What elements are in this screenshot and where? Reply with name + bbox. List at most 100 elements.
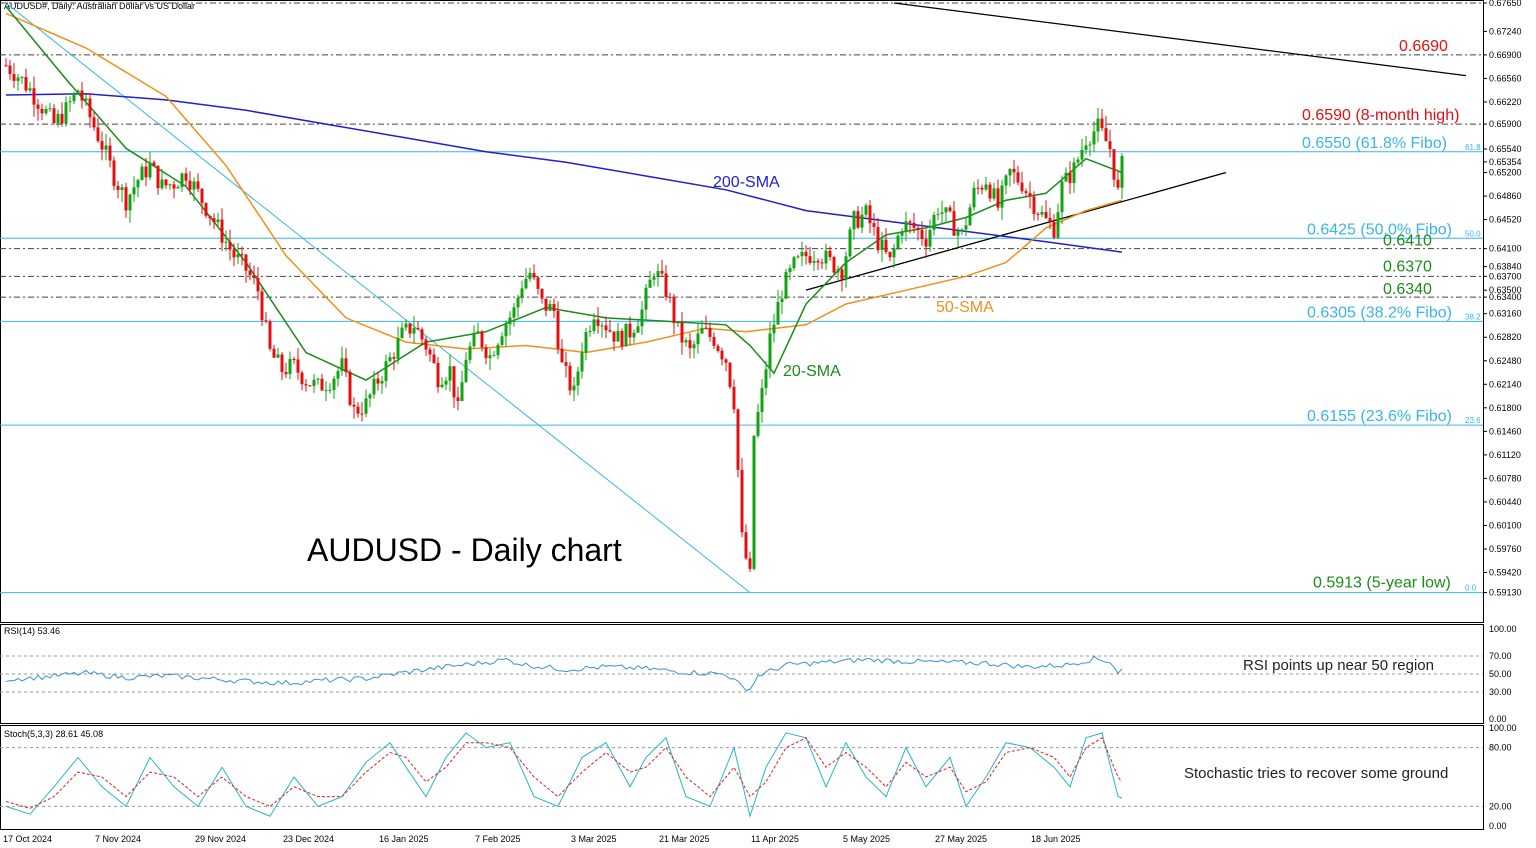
candle-body — [12, 74, 16, 81]
price-tick-label: 0.63700 — [1489, 271, 1522, 281]
annotation-l6155: 0.6155 (23.6% Fibo) — [1307, 408, 1452, 425]
candle-body — [1020, 182, 1024, 192]
candle-body — [180, 173, 184, 188]
candle-body — [752, 435, 756, 569]
candle-body — [640, 309, 644, 327]
stoch-signal-line — [5, 737, 1123, 809]
candle-body — [196, 181, 200, 189]
candle-body — [504, 324, 508, 337]
candle-body — [772, 324, 776, 334]
candle-body — [728, 362, 732, 387]
candle-body — [840, 269, 844, 280]
time-label: 18 Jun 2025 — [1031, 834, 1081, 844]
candle-body — [560, 348, 564, 363]
candle-body — [172, 184, 176, 189]
annotation-l6690: 0.6690 — [1399, 38, 1448, 55]
candle-body — [400, 327, 404, 338]
candle-body — [908, 221, 912, 223]
candle-body — [240, 254, 244, 256]
candle-body — [100, 141, 104, 150]
fibo-diagonal — [5, 2, 751, 593]
candle-body — [368, 394, 372, 399]
candle-body — [580, 352, 584, 372]
candle-body — [616, 330, 620, 342]
price-tick-label: 0.66900 — [1489, 50, 1522, 60]
candle-body — [64, 102, 68, 124]
price-tick-label: 0.65540 — [1489, 144, 1522, 154]
price-axis: 0.67650 0.67240 0.66900 0.66560 0.66220 0.659… — [1483, 0, 1522, 598]
candle-body — [396, 337, 400, 359]
candle-body — [944, 207, 948, 213]
candle-body — [824, 250, 828, 264]
candle-body — [584, 332, 588, 353]
time-label: 5 May 2025 — [843, 834, 890, 844]
candle-body — [556, 311, 560, 349]
candle-body — [16, 77, 20, 81]
candle-body — [220, 219, 224, 243]
rsi-tick-label: 70.00 — [1489, 651, 1512, 661]
candle-body — [28, 88, 32, 91]
candle-body — [964, 225, 968, 230]
candle-body — [676, 322, 680, 324]
candle-body — [236, 254, 240, 258]
sma20-line — [5, 6, 1123, 381]
candle-body — [192, 181, 196, 190]
price-tick-label: 0.62820 — [1489, 332, 1522, 342]
price-tick-label: 0.60440 — [1489, 497, 1522, 507]
candle-body — [940, 212, 944, 214]
fibo-pct-label: 0.0 — [1465, 584, 1477, 593]
candle-body — [268, 321, 272, 349]
time-label: 27 May 2025 — [935, 834, 987, 844]
candle-body — [20, 77, 24, 79]
candle-body — [420, 329, 424, 340]
candle-body — [900, 231, 904, 236]
candle-body — [784, 272, 788, 299]
candle-body — [1092, 131, 1096, 145]
candle-body — [40, 108, 44, 114]
candle-body — [796, 256, 800, 258]
annotation-l6590: 0.6590 (8-month high) — [1302, 107, 1459, 124]
candle-body — [1056, 212, 1060, 238]
candle-body — [328, 389, 332, 391]
candle-body — [264, 320, 268, 322]
candle-body — [1024, 191, 1028, 193]
candle-body — [72, 93, 76, 102]
candle-body — [880, 239, 884, 251]
candle-body — [60, 113, 64, 124]
rsi-note: RSI points up near 50 region — [1243, 657, 1434, 674]
candle-body — [816, 260, 820, 263]
candle-body — [108, 145, 112, 161]
candle-body — [1036, 213, 1040, 215]
candle-body — [736, 409, 740, 470]
price-tick-label: 0.66220 — [1489, 97, 1522, 107]
candle-body — [928, 229, 932, 247]
candle-body — [1044, 211, 1048, 219]
candle-body — [440, 384, 444, 388]
candle-body — [644, 287, 648, 310]
candle-body — [516, 297, 520, 308]
candle-body — [300, 372, 304, 385]
candle-body — [312, 379, 316, 386]
candle-body — [924, 239, 928, 247]
candle-body — [344, 358, 348, 373]
candle-body — [136, 180, 140, 188]
trendline-0 — [805, 171, 1227, 291]
fibo-pct-label: 38.2 — [1465, 312, 1481, 321]
price-tick-label: 0.59420 — [1489, 568, 1522, 578]
price-tick-label: 0.60100 — [1489, 520, 1522, 530]
rsi-indicator: 100.00 70.00 50.00 30.00 0.00 — [0, 624, 1517, 724]
candle-body — [188, 180, 192, 190]
candle-body — [868, 205, 872, 224]
time-label: 3 Mar 2025 — [571, 834, 617, 844]
candle-body — [1120, 155, 1124, 188]
candle-body — [416, 327, 420, 330]
price-tick-label: 0.65200 — [1489, 168, 1522, 178]
rsi-line — [5, 655, 1123, 692]
candle-body — [324, 390, 328, 392]
candle-body — [492, 355, 496, 357]
candle-body — [828, 250, 832, 258]
candle-body — [348, 372, 352, 405]
rsi-tick-label: 0.00 — [1489, 714, 1507, 724]
candle-body — [808, 256, 812, 263]
